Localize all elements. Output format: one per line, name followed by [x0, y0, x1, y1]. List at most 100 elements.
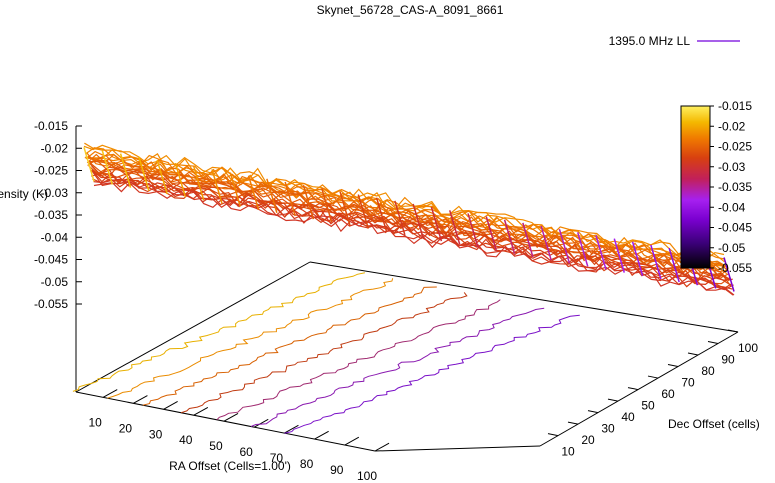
legend-label: 1395.0 MHz LL [609, 34, 691, 48]
base-edge-left [75, 261, 311, 393]
x-tick [374, 442, 390, 452]
surface-column [576, 232, 589, 267]
y-tick [607, 398, 619, 402]
x-tick-label: 50 [209, 439, 223, 453]
x-tick [314, 430, 329, 440]
surface-line [84, 148, 725, 267]
contour-line [250, 307, 545, 427]
contour-lines [72, 272, 580, 434]
y-tick [707, 341, 719, 345]
x-tick-label: 10 [89, 415, 103, 429]
x-tick [284, 424, 299, 434]
surface-column [522, 222, 534, 258]
colorbar-tick-label: -0.02 [718, 119, 746, 133]
surface-column [339, 191, 351, 226]
surface-line [86, 152, 728, 275]
legend: 1395.0 MHz LL [609, 34, 740, 48]
y-tick-label: 40 [621, 410, 635, 424]
colorbar-tick-label: -0.045 [718, 221, 752, 235]
surface-column [375, 197, 388, 232]
x-tick [163, 401, 178, 410]
colorbar-gradient [680, 105, 711, 269]
colorbar: -0.015 -0.02 -0.025 -0.03 -0.035 -0.04 -0.045 -… [680, 99, 752, 275]
surface-column [631, 241, 644, 276]
z-tick-label: -0.015 [34, 119, 68, 133]
colorbar-tick-label: -0.035 [718, 180, 752, 194]
x-tick [253, 418, 269, 428]
surface-column [650, 244, 662, 280]
surface-column [394, 200, 406, 236]
colorbar-ticks: -0.015 -0.02 -0.025 -0.03 -0.035 -0.04 -0.045 -… [710, 99, 752, 275]
base-edge-right [374, 445, 541, 452]
surface-column [613, 238, 626, 273]
y-tick [587, 410, 599, 414]
x-tick-label: 90 [330, 463, 344, 477]
surface-line [93, 178, 734, 291]
z-tick-label: -0.05 [41, 275, 69, 289]
z-tick-label: -0.04 [41, 230, 69, 244]
y-tick [627, 387, 639, 391]
surface-column [357, 194, 370, 229]
colorbar-tick-label: -0.025 [718, 140, 752, 154]
colorbar-tick-label: -0.04 [718, 200, 746, 214]
surface-column [320, 188, 333, 223]
z-tick-label: -0.02 [41, 141, 69, 155]
x-tick [344, 436, 360, 446]
base-edge-ydir [539, 331, 739, 447]
surface-column [119, 153, 132, 188]
surface-column [467, 213, 479, 248]
surface-line [92, 170, 733, 286]
base-edge-front [75, 391, 376, 452]
colorbar-tick-label: -0.055 [718, 261, 752, 275]
surface-column [540, 225, 552, 261]
y-tick-label: 90 [721, 353, 735, 367]
surface-column [156, 159, 168, 195]
surface-column [138, 156, 150, 192]
x-tick-label: 80 [300, 457, 314, 471]
z-tick-label: -0.03 [41, 186, 69, 200]
y-tick-label: 80 [701, 364, 715, 378]
surface-column [247, 175, 260, 210]
y-tick [647, 375, 659, 379]
contour-line [284, 314, 580, 434]
surface-line [83, 144, 725, 261]
x-tick-label: 30 [149, 427, 163, 441]
y-tick [547, 433, 559, 437]
surface-line [91, 165, 732, 285]
surface-column [503, 219, 516, 254]
contour-line [216, 299, 501, 421]
surface-column [448, 210, 461, 245]
y-tick-label: 100 [738, 341, 758, 355]
y-tick-label: 30 [601, 422, 615, 436]
colorbar-tick-label: -0.05 [718, 241, 746, 255]
colorbar-tick-label: -0.03 [718, 160, 746, 174]
y-tick [567, 421, 579, 425]
base-edge-back [309, 261, 739, 333]
y-tick [687, 352, 699, 356]
surface-column [558, 228, 571, 264]
surface-column [192, 166, 205, 201]
z-tick-label: -0.025 [34, 164, 68, 178]
y-axis-label: Dec Offset (cells) [668, 417, 760, 431]
chart-title: Skynet_56728_CAS-A_8091_8661 [317, 3, 504, 17]
surface-line [93, 181, 735, 296]
surface-column [485, 216, 498, 251]
surface-column [284, 181, 296, 217]
z-tick-label: -0.055 [34, 297, 68, 311]
surface-column [174, 162, 187, 198]
x-axis: 10 20 30 40 50 60 70 80 90 100 [89, 389, 390, 483]
y-tick [667, 364, 679, 368]
x-tick [223, 412, 239, 422]
x-tick-label: 20 [119, 421, 133, 435]
x-tick-label: 40 [179, 433, 193, 447]
contour-line [107, 278, 394, 399]
surface-column [412, 203, 424, 239]
colorbar-tick-label: -0.015 [718, 99, 752, 113]
base-plane [75, 261, 739, 452]
surface-column [595, 235, 607, 270]
surface-column [430, 206, 443, 242]
z-axis-label: Intensity (K) [0, 187, 48, 201]
z-axis: -0.015 -0.02 -0.025 -0.03 -0.035 -0.04 -0.045 -… [34, 119, 82, 392]
